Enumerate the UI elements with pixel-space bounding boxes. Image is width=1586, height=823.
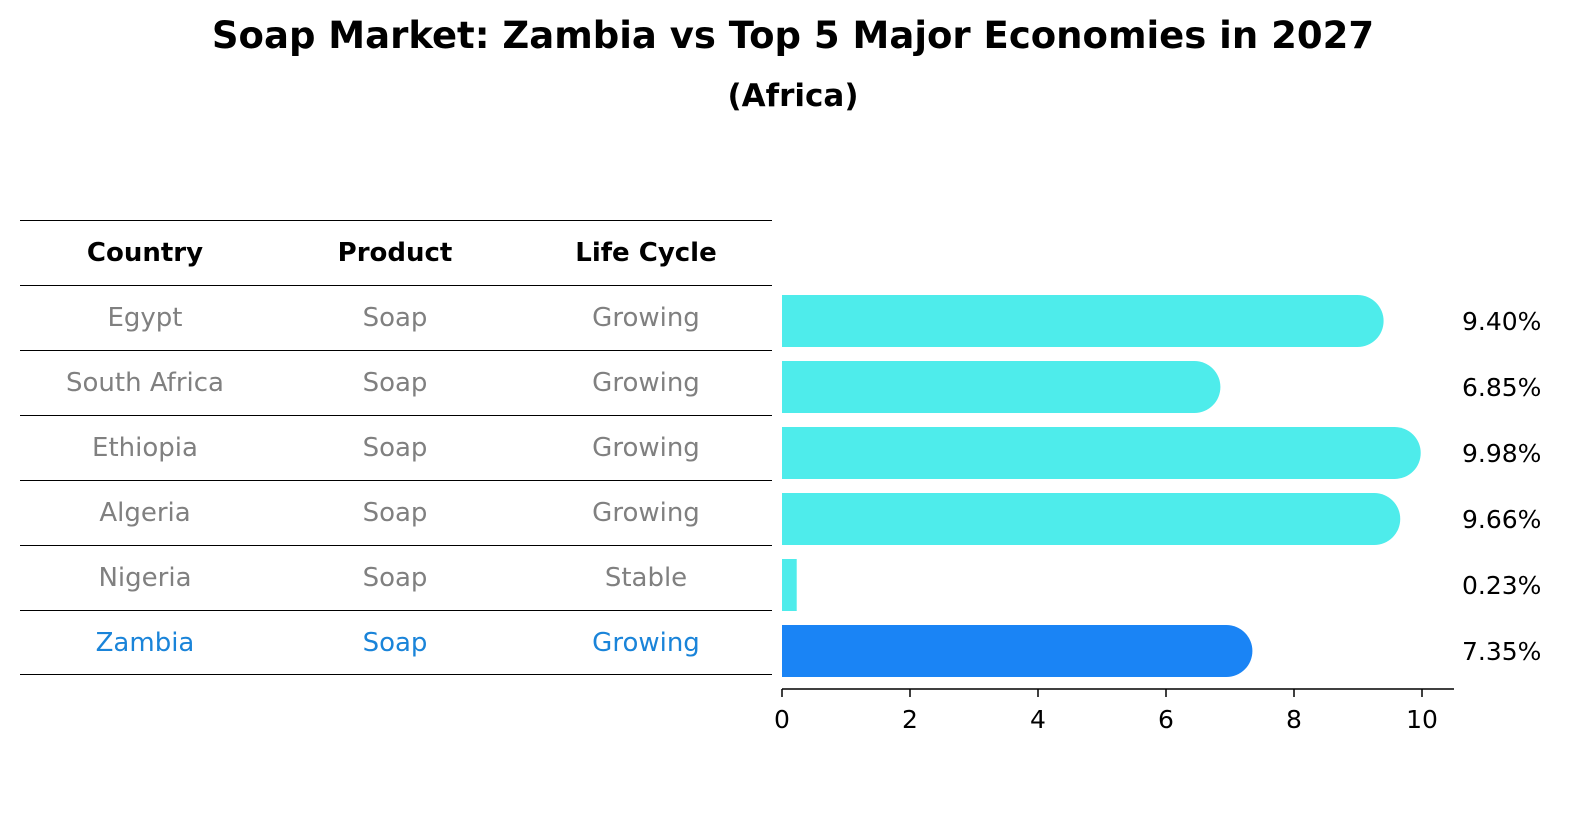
product-cell: Soap — [362, 368, 428, 398]
value-label: 7.35% — [1462, 637, 1541, 666]
column-header-country: Country — [86, 238, 204, 268]
life-cycle-cell: Growing — [592, 498, 700, 528]
x-tick-label: 8 — [1286, 705, 1302, 734]
country-cell: Egypt — [107, 303, 183, 333]
product-cell: Soap — [362, 498, 428, 528]
chart-title: Soap Market: Zambia vs Top 5 Major Econo… — [211, 14, 1375, 57]
life-cycle-cell: Growing — [592, 627, 700, 658]
data-table: Country Product Life Cycle Egypt Soap Gr… — [20, 220, 772, 675]
table-row: South Africa Soap Growing — [20, 350, 772, 415]
table-row: Egypt Soap Growing — [20, 285, 772, 350]
value-label: 9.40% — [1462, 307, 1541, 336]
x-tick-label: 4 — [1030, 705, 1046, 734]
bar-nigeria — [782, 559, 797, 611]
bar-algeria — [782, 493, 1401, 545]
value-label: 9.66% — [1462, 505, 1541, 534]
table-row: Ethiopia Soap Growing — [20, 415, 772, 480]
product-cell: Soap — [362, 303, 428, 333]
product-cell: Soap — [362, 627, 428, 658]
table-row-highlighted: Zambia Soap Growing — [20, 610, 772, 675]
value-label: 9.98% — [1462, 439, 1541, 468]
product-cell: Soap — [362, 563, 428, 593]
country-cell: Zambia — [95, 627, 195, 658]
x-tick-label: 10 — [1406, 705, 1438, 734]
value-label: 6.85% — [1462, 373, 1541, 402]
bar-zambia — [782, 625, 1253, 677]
country-cell: Algeria — [99, 498, 191, 528]
life-cycle-cell: Growing — [592, 368, 700, 398]
life-cycle-cell: Stable — [604, 563, 688, 593]
x-tick-label: 6 — [1158, 705, 1174, 734]
column-header-life-cycle: Life Cycle — [575, 238, 717, 268]
life-cycle-cell: Growing — [592, 303, 700, 333]
chart-subtitle: (Africa) — [727, 78, 859, 114]
bar-south-africa — [782, 361, 1221, 413]
table-row: Nigeria Soap Stable — [20, 545, 772, 610]
life-cycle-cell: Growing — [592, 433, 700, 463]
value-label: 0.23% — [1462, 571, 1541, 600]
x-tick-label: 0 — [774, 705, 790, 734]
country-cell: South Africa — [66, 368, 224, 398]
country-cell: Ethiopia — [92, 433, 198, 463]
x-tick-label: 2 — [902, 705, 918, 734]
country-cell: Nigeria — [98, 563, 192, 593]
product-cell: Soap — [362, 433, 428, 463]
bar-egypt — [782, 295, 1384, 347]
table-header-row: Country Product Life Cycle — [20, 220, 772, 285]
bar-ethiopia — [782, 427, 1421, 479]
column-header-product: Product — [337, 238, 453, 268]
table-row: Algeria Soap Growing — [20, 480, 772, 545]
